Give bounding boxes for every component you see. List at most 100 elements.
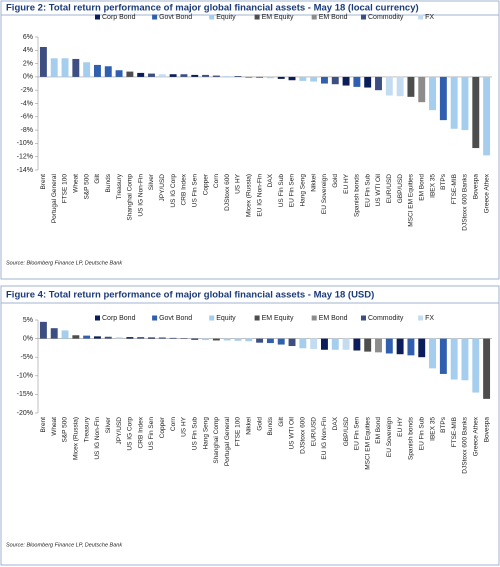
x-tick-label: DJStoxx 600 Banks	[462, 173, 469, 230]
y-tick-label: 0%	[23, 335, 33, 342]
x-tick-label: Gilt	[94, 174, 101, 184]
x-tick-label: EU Sovereign	[386, 417, 393, 457]
x-tick-label: Silver	[105, 416, 112, 433]
bar	[169, 337, 177, 339]
x-tick-label: Treasury	[83, 416, 90, 442]
bar	[483, 76, 491, 156]
bar	[93, 64, 101, 77]
y-tick-label: -4%	[21, 100, 33, 107]
x-tick-label: CRB Index	[137, 416, 144, 448]
legend-swatch	[361, 14, 366, 20]
bar	[342, 76, 350, 86]
legend-swatch	[254, 14, 260, 20]
bar	[256, 76, 264, 78]
legend-label: FX	[425, 315, 434, 322]
bar	[72, 335, 80, 339]
bar	[450, 76, 458, 129]
source-note: Source: Bloomberg Finance LP, Deutsche B…	[6, 542, 122, 548]
x-tick-label: EM Bond	[418, 174, 425, 201]
x-tick-label: EU IG Non-Fin	[256, 174, 263, 217]
y-tick-label: -2%	[21, 87, 33, 94]
x-tick-label: BTPs	[440, 416, 447, 433]
x-tick-label: Wheat	[73, 174, 80, 193]
bar	[472, 338, 480, 393]
bar	[277, 76, 285, 79]
bar	[137, 337, 145, 339]
bar	[158, 74, 166, 77]
bar	[396, 76, 404, 97]
y-tick-label: -8%	[21, 127, 33, 134]
bar	[191, 74, 199, 77]
x-tick-label: Nikkei	[310, 174, 317, 192]
bar	[223, 76, 231, 77]
x-tick-label: Greece Athex	[483, 173, 490, 213]
x-tick-label: Spanish bonds	[354, 173, 361, 217]
bar	[104, 336, 112, 339]
y-tick-label: -10%	[17, 140, 33, 147]
y-tick-label: 4%	[23, 47, 33, 54]
bar	[137, 72, 145, 77]
y-tick-label: -12%	[17, 154, 33, 161]
x-tick-label: US IG Corp	[170, 174, 177, 208]
x-tick-label: S&P 500	[83, 174, 90, 200]
bar	[266, 338, 274, 344]
bar	[396, 338, 404, 355]
x-tick-label: IBEX 35	[429, 174, 436, 198]
x-tick-label: Gold	[256, 417, 263, 431]
x-tick-label: JPY/USD	[159, 174, 166, 202]
x-tick-label: EU HY	[397, 416, 404, 437]
y-tick-label: 5%	[23, 317, 33, 324]
bar	[299, 76, 307, 81]
bar	[353, 338, 361, 351]
x-tick-label: Wheat	[51, 417, 58, 436]
bar	[83, 335, 91, 339]
x-tick-label: Hang Seng	[202, 417, 209, 450]
y-tick-label: -5%	[21, 354, 33, 361]
x-tick-label: EM Bond	[375, 417, 382, 444]
x-tick-label: US IG Non-Fin	[94, 417, 101, 460]
x-tick-label: US HY	[235, 173, 242, 194]
chart-title: Figure 2: Total return performance of ma…	[6, 3, 419, 14]
legend-label: EM Bond	[319, 315, 348, 322]
y-tick-label: 0%	[23, 74, 33, 81]
legend-label: EM Bond	[319, 14, 348, 21]
x-tick-label: EU Fin Sen	[354, 417, 361, 451]
figure-frame	[0, 0, 500, 280]
legend-swatch	[209, 14, 215, 20]
bar	[202, 74, 210, 77]
x-tick-label: JPY/USD	[116, 417, 123, 445]
bar	[472, 76, 480, 149]
x-tick-label: US HY	[181, 416, 188, 437]
bar	[126, 71, 134, 77]
x-tick-label: Spanish bonds	[408, 416, 415, 460]
bar	[61, 330, 69, 339]
y-tick-label: -20%	[17, 410, 33, 417]
bar	[331, 338, 339, 350]
bar	[310, 338, 318, 350]
bar	[83, 62, 91, 77]
x-tick-label: DJStoxx 600	[224, 174, 231, 211]
bar	[245, 338, 253, 342]
bar	[439, 338, 447, 374]
legend-label: EM Equity	[262, 315, 294, 322]
y-tick-label: -15%	[17, 391, 33, 398]
legend-label: Commodity	[368, 14, 404, 21]
legend-label: Corp Bond	[102, 315, 136, 322]
bar	[461, 76, 469, 131]
bar	[375, 76, 382, 91]
bar	[407, 338, 415, 356]
bar	[418, 76, 426, 103]
bar	[439, 76, 447, 121]
x-tick-label: Bovespa	[483, 417, 490, 443]
legend-swatch	[95, 315, 100, 321]
x-tick-label: CRB Index	[181, 173, 188, 205]
bar	[158, 337, 166, 339]
bar	[39, 321, 47, 339]
x-tick-label: Copper	[159, 416, 166, 438]
bar	[266, 76, 274, 79]
x-tick-label: FTSE-MIB	[451, 417, 458, 447]
bar	[288, 338, 296, 347]
source-note: Source: Bloomberg Finance LP, Deutsche B…	[6, 260, 122, 266]
x-tick-label: Copper	[202, 173, 209, 195]
